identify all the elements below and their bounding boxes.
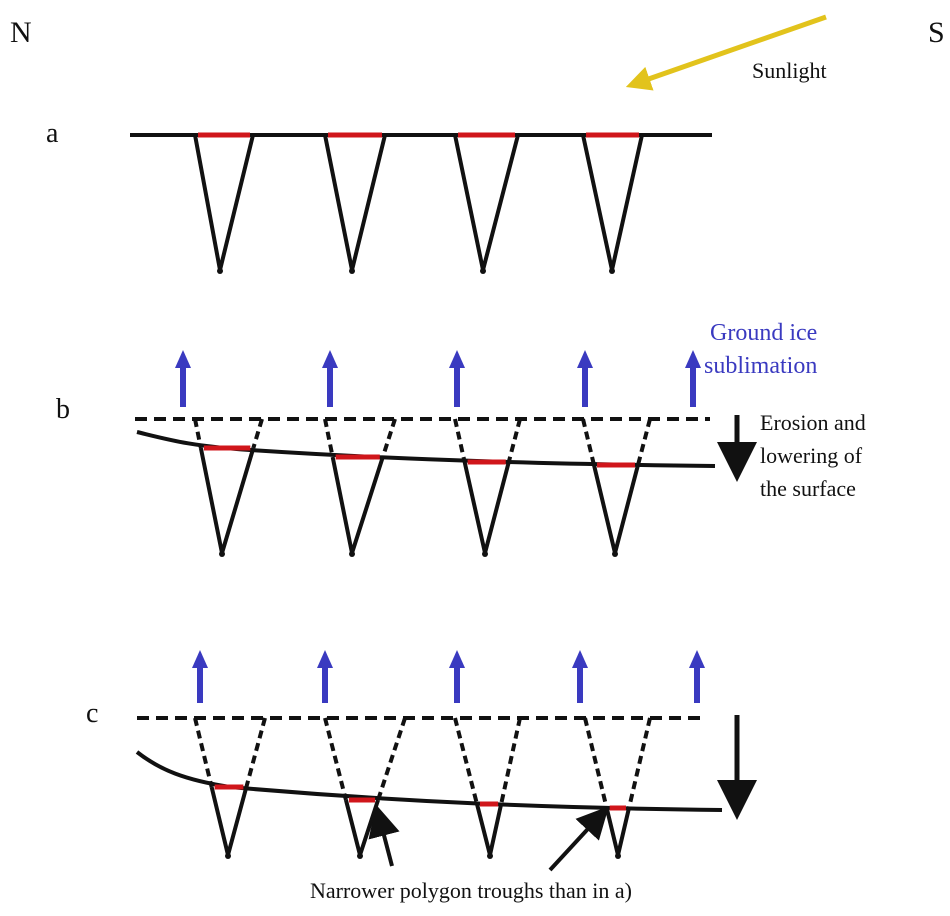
pointer-arrow xyxy=(548,806,609,872)
sublimation-arrow-head xyxy=(685,350,701,368)
former-wedge xyxy=(453,418,467,463)
ice-wedge xyxy=(592,464,640,555)
ice-wedge xyxy=(193,134,255,272)
sublimation-arrow-head xyxy=(322,350,338,368)
wedge-tip xyxy=(225,853,231,859)
sublimation-label: sublimation xyxy=(704,353,817,379)
former-wedge xyxy=(323,418,335,458)
note-label: Narrower polygon troughs than in a) xyxy=(310,878,632,903)
sublimation-arrow-head xyxy=(572,650,588,668)
former-wedge xyxy=(636,418,652,466)
wedge-tip xyxy=(349,268,355,274)
former-wedge xyxy=(376,717,407,801)
ice-wedge xyxy=(330,456,385,555)
wedge-tip xyxy=(609,268,615,274)
wedge-tip xyxy=(357,853,363,859)
erosion-label: the surface xyxy=(760,476,856,501)
ice-wedge xyxy=(209,786,249,857)
former-wedge xyxy=(581,418,596,466)
north-label: N xyxy=(10,16,32,49)
sublimation-arrow-head xyxy=(192,650,208,668)
wedge-tip xyxy=(219,551,225,557)
ice-wedge xyxy=(344,799,380,857)
former-wedge xyxy=(323,717,348,801)
sublimation-label: Ground ice xyxy=(710,320,817,346)
former-wedge xyxy=(193,717,214,788)
panel-label: b xyxy=(56,394,70,425)
wedge-tip xyxy=(482,551,488,557)
south-label: S xyxy=(928,16,945,49)
former-wedge xyxy=(244,717,267,788)
sublimation-arrow-head xyxy=(449,350,465,368)
panel-label: a xyxy=(46,118,59,149)
former-wedge xyxy=(506,418,522,463)
sublimation-arrow-head xyxy=(317,650,333,668)
sublimation-arrow-head xyxy=(175,350,191,368)
erosion-label: Erosion and xyxy=(760,410,866,435)
ice-wedge xyxy=(604,807,631,857)
former-wedge xyxy=(193,418,203,449)
ice-wedge xyxy=(462,461,511,555)
ice-wedge xyxy=(198,447,256,555)
sublimation-arrow-head xyxy=(449,650,465,668)
lowered-surface xyxy=(135,750,723,812)
wedge-tip xyxy=(487,853,493,859)
former-wedge xyxy=(499,717,522,805)
wedge-tip xyxy=(612,551,618,557)
wedge-tip xyxy=(349,551,355,557)
wedge-tip xyxy=(480,268,486,274)
pointer-arrow xyxy=(368,804,400,867)
sublimation-arrow-head xyxy=(689,650,705,668)
ice-wedge xyxy=(323,134,387,272)
panel-label: c xyxy=(86,698,98,729)
ice-wedge xyxy=(453,134,520,272)
ice-wedge xyxy=(581,134,644,272)
wedge-tip xyxy=(615,853,621,859)
ice-wedge xyxy=(475,803,504,857)
sublimation-arrow-head xyxy=(577,350,593,368)
former-wedge xyxy=(453,717,479,805)
former-wedge xyxy=(251,418,264,449)
former-wedge xyxy=(583,717,609,809)
wedge-tip xyxy=(217,268,223,274)
former-wedge xyxy=(380,418,397,458)
erosion-label: lowering of xyxy=(760,443,863,468)
sunlight-label: Sunlight xyxy=(752,58,827,83)
sunlight-arrow xyxy=(625,14,827,91)
former-wedge xyxy=(627,717,652,809)
